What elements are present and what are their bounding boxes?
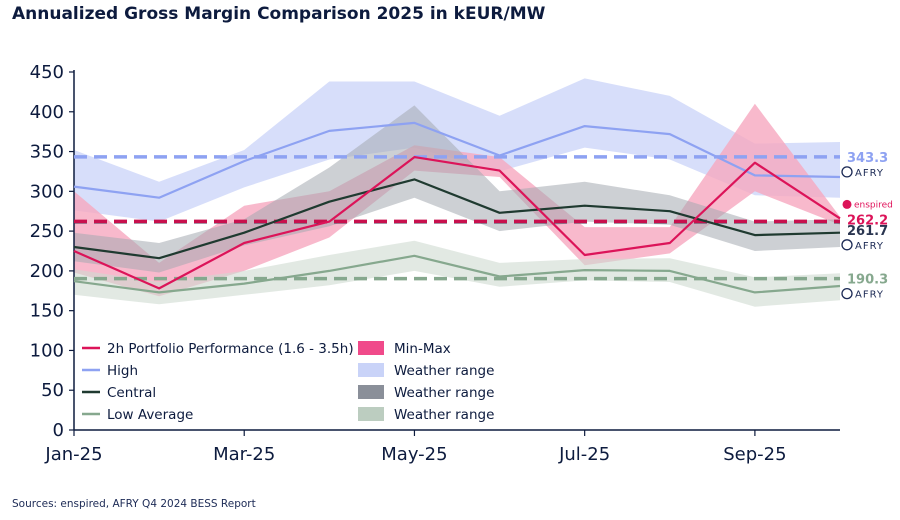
afry-logo-mark <box>841 287 853 300</box>
legend-label: Weather range <box>394 385 494 401</box>
y-tick-label: 100 <box>30 340 64 361</box>
y-tick-label: 300 <box>30 181 64 202</box>
enspired-logo-mark <box>842 199 852 209</box>
y-tick-label: 400 <box>30 102 64 123</box>
x-tick-label: Sep-25 <box>723 444 786 465</box>
average-label-portfolio: 262.2 <box>847 213 888 228</box>
band-low_band <box>74 240 840 307</box>
y-tick-label: 250 <box>30 221 64 242</box>
afry-logo-text: AFRY <box>855 241 884 252</box>
afry-logo-text: AFRY <box>855 290 884 301</box>
legend-label: High <box>107 363 138 379</box>
y-tick-label: 200 <box>30 261 64 282</box>
legend-label: Weather range <box>394 363 494 379</box>
x-tick-label: May-25 <box>381 444 447 465</box>
average-label-central: 261.7 <box>847 224 888 239</box>
y-tick-label: 50 <box>41 380 64 401</box>
afry-logo: AFRY <box>841 239 884 252</box>
average-label-low: 190.3 <box>847 273 888 288</box>
afry-logo: AFRY <box>841 166 884 179</box>
x-tick-label: Jul-25 <box>558 444 610 465</box>
x-tick-label: Mar-25 <box>213 444 275 465</box>
series-line-central <box>73 178 841 260</box>
band-central_band <box>74 105 840 273</box>
band-portfolio_band <box>74 103 840 297</box>
x-tick-label: Jan-25 <box>44 444 102 465</box>
y-tick-label: 350 <box>30 142 64 163</box>
legend-label: Min-Max <box>394 341 451 357</box>
legend-patch-portfolio <box>358 341 384 355</box>
afry-logo-mark <box>841 166 853 178</box>
y-tick-label: 0 <box>53 420 64 441</box>
chart-title: Annualized Gross Margin Comparison 2025 … <box>12 4 546 24</box>
y-tick-label: 450 <box>30 62 64 83</box>
legend-label: Low Average <box>107 407 193 423</box>
legend-label: 2h Portfolio Performance (1.6 - 3.5h) <box>107 341 354 357</box>
series-line-low <box>73 254 841 294</box>
afry-logo: AFRY <box>841 287 884 301</box>
y-tick-label: 150 <box>30 301 64 322</box>
enspired-logo-text: enspired <box>854 200 893 210</box>
legend-patch-central_band <box>358 385 384 399</box>
legend-label: Weather range <box>394 407 494 423</box>
legend-label: Central <box>107 385 156 401</box>
series-line-portfolio <box>73 156 841 290</box>
chart-source: Sources: enspired, AFRY Q4 2024 BESS Rep… <box>12 498 256 510</box>
average-label-high: 343.3 <box>847 151 888 166</box>
afry-logo-mark <box>841 239 853 251</box>
legend-patch-low_band <box>358 407 384 421</box>
legend-patch-high_band <box>358 363 384 377</box>
afry-logo-text: AFRY <box>855 168 884 179</box>
series-line-high <box>73 121 841 199</box>
